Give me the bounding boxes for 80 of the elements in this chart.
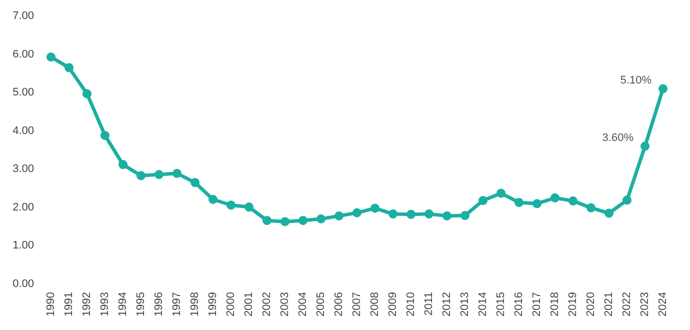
point — [586, 203, 596, 212]
x-tick-label: 2001 — [243, 292, 255, 316]
point — [154, 170, 164, 179]
point — [118, 160, 128, 170]
x-tick-label: 2018 — [549, 292, 561, 316]
data-label: 3.60% — [602, 132, 634, 144]
y-tick-label: 0.00 — [12, 278, 34, 290]
x-tick-label: 2014 — [477, 292, 489, 316]
x-tick-label: 1997 — [171, 292, 183, 316]
y-tick-label: 2.00 — [12, 201, 34, 214]
point — [226, 200, 236, 210]
point — [514, 198, 524, 207]
x-tick-label: 2016 — [513, 292, 525, 316]
x-tick-label: 2005 — [315, 292, 327, 316]
x-tick-label: 2010 — [405, 292, 417, 316]
x-tick-label: 2011 — [423, 292, 435, 316]
point — [172, 168, 182, 178]
point — [190, 178, 200, 188]
x-tick-label: 2023 — [639, 292, 651, 316]
point — [658, 84, 668, 94]
x-tick-label: 2000 — [225, 292, 237, 316]
point — [244, 202, 254, 212]
x-tick-label: 1991 — [63, 292, 75, 316]
x-tick-label: 2008 — [369, 292, 381, 316]
point — [406, 210, 416, 219]
y-tick-label: 6.00 — [12, 48, 34, 60]
point — [46, 52, 56, 62]
point — [82, 89, 92, 98]
x-tick-label: 2013 — [459, 292, 471, 316]
x-tick-label: 1992 — [81, 292, 93, 316]
point — [100, 130, 110, 140]
point — [352, 208, 362, 218]
x-tick-label: 2021 — [603, 292, 615, 316]
x-tick-label: 1998 — [189, 292, 201, 316]
x-tick-label: 2017 — [531, 292, 543, 316]
x-tick-label: 2012 — [441, 292, 453, 316]
x-tick-label: 2024 — [657, 292, 669, 316]
point — [622, 196, 632, 205]
point — [424, 209, 434, 218]
x-tick-label: 1995 — [135, 292, 147, 316]
point — [442, 211, 452, 220]
y-tick-label: 7.00 — [12, 10, 34, 22]
point — [640, 142, 650, 151]
x-tick-label: 2022 — [621, 292, 633, 316]
point — [334, 211, 344, 220]
x-tick-label: 1994 — [117, 292, 129, 316]
point — [298, 216, 308, 225]
x-tick-label: 2004 — [297, 292, 309, 316]
point — [370, 204, 380, 213]
y-tick-label: 1.00 — [12, 240, 34, 252]
point — [604, 208, 614, 218]
x-tick-label: 2002 — [261, 292, 273, 316]
point — [64, 63, 74, 72]
point — [280, 217, 290, 226]
x-tick-label: 2003 — [279, 292, 291, 316]
x-tick-label: 1990 — [45, 292, 57, 316]
point — [532, 199, 542, 208]
point — [478, 196, 488, 206]
point — [316, 214, 326, 224]
x-tick-label: 2015 — [495, 292, 507, 316]
x-tick-label: 2019 — [567, 292, 579, 316]
x-tick-label: 2009 — [387, 292, 399, 316]
y-tick-label: 4.00 — [12, 124, 34, 137]
point — [208, 194, 218, 204]
x-tick-label: 1993 — [99, 292, 111, 316]
point — [496, 188, 506, 198]
point — [568, 196, 578, 206]
x-tick-label: 2020 — [585, 292, 597, 316]
point — [550, 193, 560, 202]
point — [262, 216, 272, 225]
point — [136, 171, 146, 180]
x-tick-label: 2006 — [333, 292, 345, 316]
x-tick-label: 2007 — [351, 292, 363, 316]
x-tick-label: 1999 — [207, 292, 219, 316]
point — [460, 210, 470, 220]
y-tick-label: 3.00 — [12, 163, 34, 176]
data-label: 5.10% — [620, 74, 652, 87]
point — [388, 209, 398, 218]
x-tick-label: 1996 — [153, 292, 165, 316]
y-tick-label: 5.00 — [12, 86, 34, 99]
